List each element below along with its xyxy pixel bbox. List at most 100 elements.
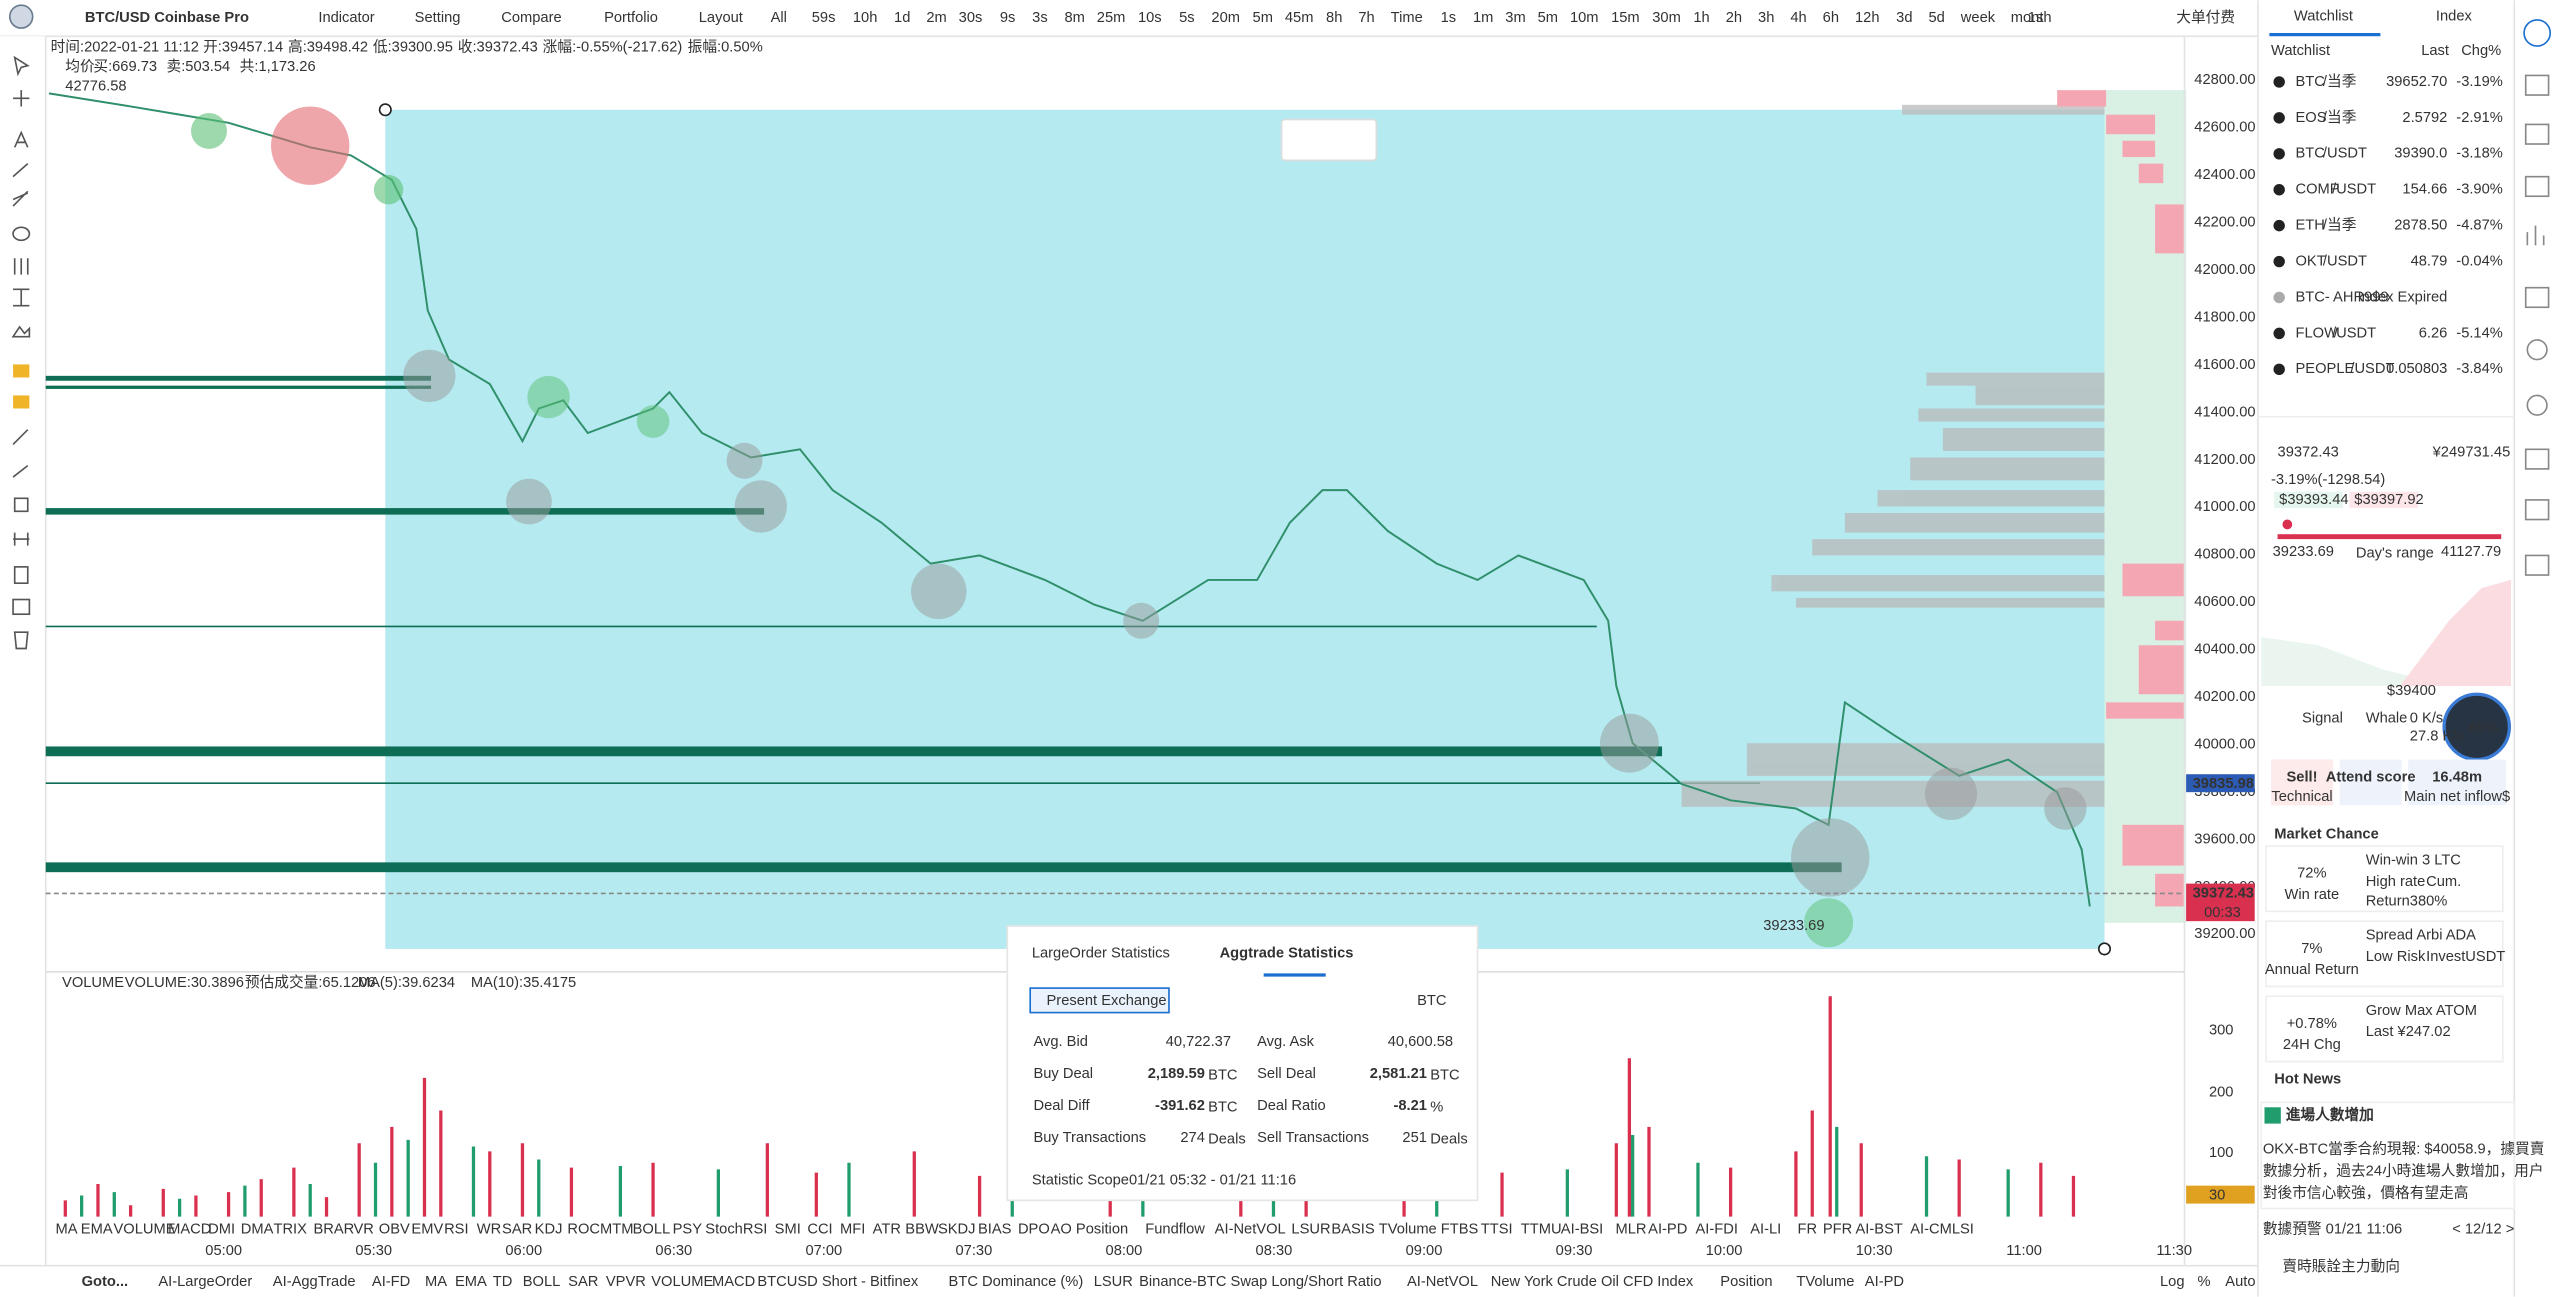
indicator-tab[interactable]: SAR <box>502 1222 532 1238</box>
bottom-item[interactable]: AI-LargeOrder <box>158 1274 252 1290</box>
indicator-tab[interactable]: AI-NetVOL <box>1215 1222 1286 1238</box>
timeframe[interactable]: 1m <box>1473 10 1493 26</box>
indicator-tab[interactable]: BBW <box>905 1222 939 1238</box>
timeframe[interactable]: 1d <box>894 10 910 26</box>
indicator-tab[interactable]: AI-LI <box>1750 1222 1781 1238</box>
indicator-tab[interactable]: VOLUME <box>113 1222 175 1238</box>
timeframe[interactable]: 15m <box>1611 10 1640 26</box>
exchange-button[interactable]: Present Exchange <box>1047 993 1167 1009</box>
indicator-tab[interactable]: OBV <box>379 1222 410 1238</box>
timeframe[interactable]: 30s <box>959 10 983 26</box>
timeframe[interactable]: 3m <box>1505 10 1525 26</box>
bottom-item[interactable]: Binance-BTC Swap Long/Short Ratio <box>1139 1274 1381 1290</box>
indicator-tab[interactable]: DMI <box>208 1222 235 1238</box>
bottom-item[interactable]: SAR <box>568 1274 598 1290</box>
chance-card[interactable] <box>2265 845 2504 913</box>
stats-tab[interactable]: LargeOrder Statistics <box>1032 946 1170 962</box>
bottom-item[interactable]: EMA <box>455 1274 487 1290</box>
watch-name[interactable]: BTC <box>2296 74 2326 90</box>
bottom-item[interactable]: BTCUSD Short - Bitfinex <box>757 1274 918 1290</box>
indicator-tab[interactable]: MA <box>56 1222 78 1238</box>
timeframe[interactable]: 10h <box>853 10 878 26</box>
timeframe[interactable]: 45m <box>1285 10 1314 26</box>
bottom-item[interactable]: BTC Dominance (%) <box>949 1274 1084 1290</box>
bottom-item[interactable]: MACD <box>712 1274 755 1290</box>
timeframe[interactable]: 8m <box>1064 10 1084 26</box>
symbol[interactable]: BTC/USD Coinbase Pro <box>85 10 249 26</box>
indicator-tab[interactable]: AI-BSI <box>1561 1222 1603 1238</box>
bottom-item[interactable]: AI-PD <box>1865 1274 1904 1290</box>
timeframe[interactable]: 3d <box>1896 10 1912 26</box>
indicator-tab[interactable]: DMA <box>241 1222 274 1238</box>
stats-tab[interactable]: Aggtrade Statistics <box>1220 946 1354 962</box>
indicator-tab[interactable]: Fundflow <box>1145 1222 1205 1238</box>
indicator-tab[interactable]: TTSI <box>1481 1222 1513 1238</box>
scale-option[interactable]: % <box>2198 1274 2211 1290</box>
indicator-tab[interactable]: TRIX <box>273 1222 307 1238</box>
timeframe[interactable]: 5m <box>1253 10 1273 26</box>
indicator-tab[interactable]: EMV <box>411 1222 443 1238</box>
menu-item[interactable]: Portfolio <box>604 10 658 26</box>
chance-card[interactable] <box>2265 995 2504 1063</box>
watch-name[interactable]: COMP <box>2296 182 2340 198</box>
timeframe[interactable]: Time <box>1391 10 1423 26</box>
bottom-item[interactable]: MA <box>425 1274 447 1290</box>
timeframe[interactable]: 4h <box>1790 10 1806 26</box>
indicator-tab[interactable]: AI-BST <box>1856 1222 1903 1238</box>
indicator-tab[interactable]: MACD <box>168 1222 211 1238</box>
menu-item[interactable]: Setting <box>415 10 461 26</box>
news-pager[interactable]: < 12/12 > <box>2452 1222 2514 1238</box>
indicator-tab[interactable]: LSUR <box>1291 1222 1330 1238</box>
timeframe[interactable]: 10s <box>1138 10 1162 26</box>
timeframe[interactable]: 5d <box>1928 10 1944 26</box>
bottom-item[interactable]: LSUR <box>1094 1274 1133 1290</box>
indicator-tab[interactable]: BIAS <box>978 1222 1012 1238</box>
bottom-item[interactable]: AI-NetVOL <box>1407 1274 1478 1290</box>
watch-name[interactable]: PEOPLE <box>2296 361 2355 377</box>
indicator-tab[interactable]: TTMU <box>1521 1222 1562 1238</box>
bottom-item[interactable]: BOLL <box>523 1274 561 1290</box>
timeframe[interactable]: 3s <box>1032 10 1048 26</box>
indicator-tab[interactable]: AO <box>1051 1222 1072 1238</box>
news-next[interactable]: 賣時賬詮主力動向 <box>2282 1258 2400 1275</box>
scale-option[interactable]: Auto <box>2225 1274 2255 1290</box>
indicator-tab[interactable]: VR <box>353 1222 373 1238</box>
indicator-tab[interactable]: RSI <box>444 1222 468 1238</box>
timeframe[interactable]: 1h <box>1693 10 1709 26</box>
timeframe[interactable]: 30m <box>1652 10 1681 26</box>
bottom-item[interactable]: New York Crude Oil CFD Index <box>1491 1274 1694 1290</box>
indicator-tab[interactable]: AI-PD <box>1648 1222 1687 1238</box>
indicator-tab[interactable]: SKDJ <box>938 1222 976 1238</box>
timeframe[interactable]: 20m <box>1211 10 1240 26</box>
whale-tab[interactable]: Whale <box>2366 711 2408 727</box>
signal-tab[interactable]: Signal <box>2302 711 2343 727</box>
indicator-tab[interactable]: FTBS <box>1441 1222 1479 1238</box>
unit-select[interactable]: BTC <box>1417 993 1447 1009</box>
indicator-tab[interactable]: TVolume <box>1379 1222 1437 1238</box>
watch-name[interactable]: BTC- AHR999 <box>2296 289 2389 305</box>
watch-name[interactable]: FLOW <box>2296 325 2339 341</box>
indicator-tab[interactable]: FR <box>1798 1222 1818 1238</box>
bottom-item[interactable]: VOLUME <box>651 1274 713 1290</box>
indicator-tab[interactable]: BASIS <box>1331 1222 1374 1238</box>
indicator-tab[interactable]: DPO <box>1018 1222 1050 1238</box>
timeframe[interactable]: 8h <box>1326 10 1342 26</box>
account[interactable]: 大单付费 <box>2176 9 2235 26</box>
watch-name[interactable]: ETH <box>2296 218 2325 234</box>
indicator-tab[interactable]: SMI <box>775 1222 801 1238</box>
bottom-item[interactable]: Position <box>1720 1274 1772 1290</box>
watch-name[interactable]: EOS <box>2296 110 2327 126</box>
timeframe[interactable]: 12h <box>1855 10 1880 26</box>
panel-tab[interactable]: Index <box>2436 9 2473 25</box>
indicator-tab[interactable]: MTM <box>600 1222 633 1238</box>
timeframe[interactable]: week <box>1960 10 1996 26</box>
indicator-tab[interactable]: Position <box>1076 1222 1128 1238</box>
scale-option[interactable]: Log <box>2160 1274 2185 1290</box>
indicator-tab[interactable]: MFI <box>840 1222 865 1238</box>
menu-item[interactable]: Compare <box>501 10 561 26</box>
bottom-item[interactable]: AI-FD <box>372 1274 410 1290</box>
timeframe[interactable]: 1s <box>1441 10 1457 26</box>
timeframe[interactable]: 5s <box>1179 10 1195 26</box>
timeframe[interactable]: 9s <box>1000 10 1016 26</box>
watch-name[interactable]: OKT <box>2296 253 2326 269</box>
